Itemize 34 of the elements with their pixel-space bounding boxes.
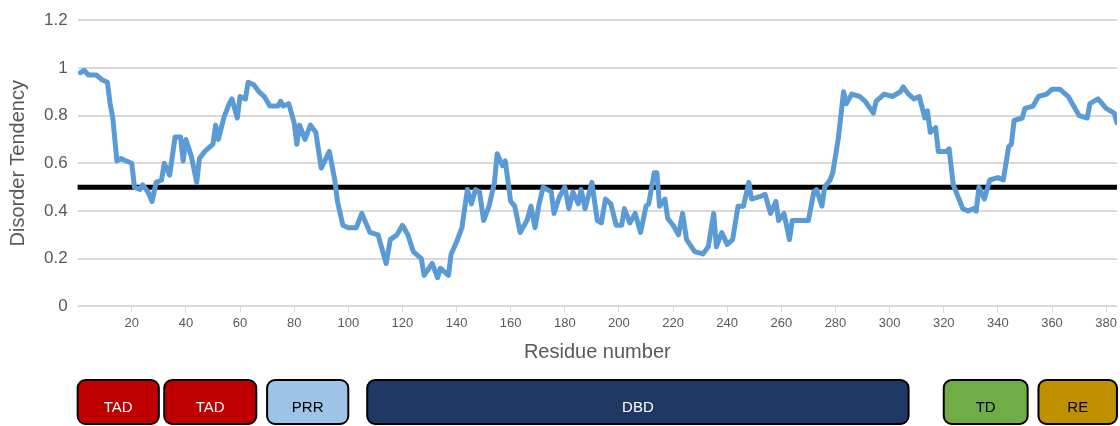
x-tick-label: 260 [770,314,793,330]
y-tick-label: 0 [58,296,68,316]
y-tick-label: 0.2 [43,248,68,268]
x-tick-label: 240 [716,314,739,330]
data-label: DBD [622,398,654,416]
x-tick-label: 140 [445,314,468,330]
data-label: TAD [103,398,133,416]
x-tick-label: 340 [987,314,1009,330]
x-tick-label: 160 [499,314,522,330]
y-axis-title: Disorder Tendency [5,80,28,247]
data-label: TAD [195,398,225,416]
x-tick-label: 40 [178,314,194,330]
data-label: RE [1067,398,1089,416]
x-tick-label: 180 [553,314,576,330]
x-tick-label: 360 [1041,314,1063,330]
y-tick-label: 0.4 [43,200,68,220]
x-axis-title: Residue number [523,339,672,362]
y-tick-label: 1.2 [43,9,68,29]
x-tick-label: 220 [662,314,684,330]
x-tick-label: 320 [932,314,955,330]
x-tick-label: 80 [286,314,302,330]
x-tick-label: 120 [391,314,414,330]
y-tick-label: 0.6 [43,152,68,172]
y-tick-label: 0.8 [43,105,68,125]
x-tick-label: 60 [232,314,248,330]
data-label: TD [975,398,996,416]
data-label: PRR [291,398,324,416]
x-tick-label: 200 [608,314,630,330]
x-tick-label: 380 [1095,314,1117,330]
y-tick-label: 1 [58,57,68,77]
x-tick-label: 300 [878,314,901,330]
x-tick-label: 100 [337,314,360,330]
x-tick-label: 280 [824,314,847,330]
x-tick-label: 20 [124,314,139,330]
